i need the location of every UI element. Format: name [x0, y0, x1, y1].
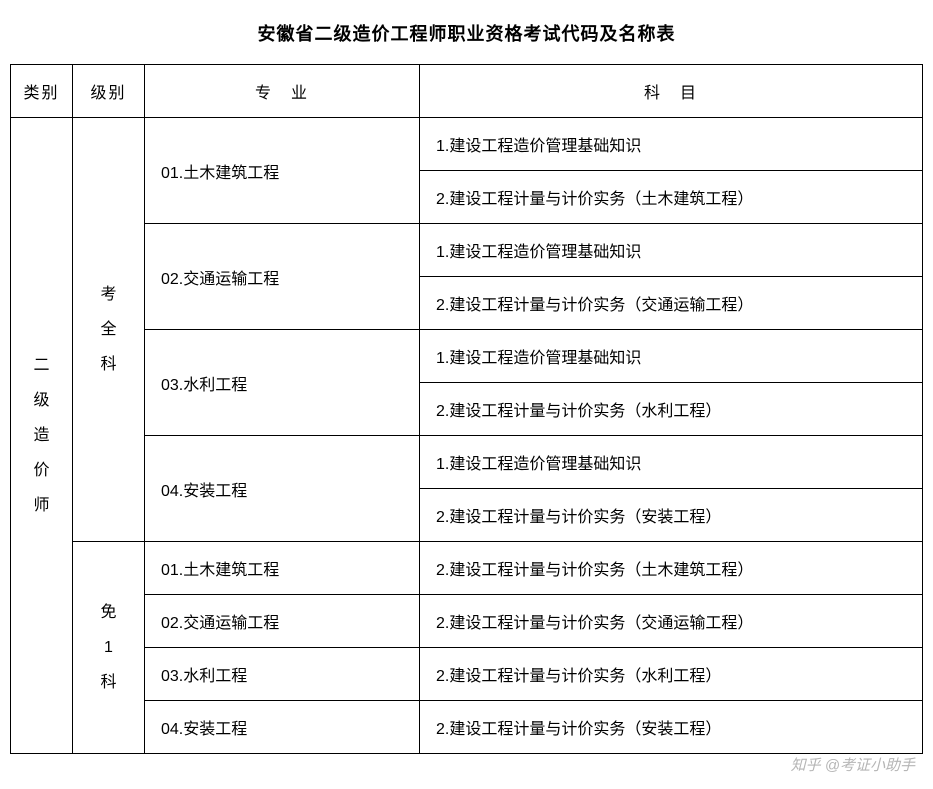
level-label: 免1科 [79, 595, 138, 701]
major-cell: 04.安装工程 [145, 701, 420, 754]
table-row: 03.水利工程 2.建设工程计量与计价实务（水利工程） [11, 648, 923, 701]
category-cell: 二级造价师 [11, 118, 73, 754]
header-subject: 科 目 [420, 65, 923, 118]
table-row: 04.安装工程 2.建设工程计量与计价实务（安装工程） [11, 701, 923, 754]
major-cell: 01.土木建筑工程 [145, 118, 420, 224]
table-row: 04.安装工程 1.建设工程造价管理基础知识 [11, 436, 923, 489]
table-header-row: 类别 级别 专 业 科 目 [11, 65, 923, 118]
major-cell: 03.水利工程 [145, 330, 420, 436]
watermark-text: 知乎 @考证小助手 [791, 754, 915, 775]
subject-cell: 1.建设工程造价管理基础知识 [420, 224, 923, 277]
level-cell: 考全科 [73, 118, 145, 542]
category-label: 二级造价师 [17, 348, 66, 524]
major-cell: 01.土木建筑工程 [145, 542, 420, 595]
table-row: 二级造价师 考全科 01.土木建筑工程 1.建设工程造价管理基础知识 [11, 118, 923, 171]
table-row: 02.交通运输工程 1.建设工程造价管理基础知识 [11, 224, 923, 277]
subject-cell: 2.建设工程计量与计价实务（土木建筑工程） [420, 171, 923, 224]
page-title: 安徽省二级造价工程师职业资格考试代码及名称表 [10, 20, 923, 46]
table-row: 免1科 01.土木建筑工程 2.建设工程计量与计价实务（土木建筑工程） [11, 542, 923, 595]
subject-cell: 2.建设工程计量与计价实务（土木建筑工程） [420, 542, 923, 595]
subject-cell: 2.建设工程计量与计价实务（安装工程） [420, 489, 923, 542]
table-row: 02.交通运输工程 2.建设工程计量与计价实务（交通运输工程） [11, 595, 923, 648]
subject-cell: 1.建设工程造价管理基础知识 [420, 118, 923, 171]
subject-cell: 1.建设工程造价管理基础知识 [420, 436, 923, 489]
exam-code-table: 类别 级别 专 业 科 目 二级造价师 考全科 01.土木建筑工程 1.建设工程… [10, 64, 923, 754]
subject-cell: 2.建设工程计量与计价实务（安装工程） [420, 701, 923, 754]
table-row: 03.水利工程 1.建设工程造价管理基础知识 [11, 330, 923, 383]
subject-cell: 2.建设工程计量与计价实务（水利工程） [420, 648, 923, 701]
subject-cell: 2.建设工程计量与计价实务（水利工程） [420, 383, 923, 436]
major-cell: 03.水利工程 [145, 648, 420, 701]
subject-cell: 1.建设工程造价管理基础知识 [420, 330, 923, 383]
major-cell: 02.交通运输工程 [145, 224, 420, 330]
header-level: 级别 [73, 65, 145, 118]
major-cell: 04.安装工程 [145, 436, 420, 542]
subject-cell: 2.建设工程计量与计价实务（交通运输工程） [420, 277, 923, 330]
level-cell: 免1科 [73, 542, 145, 754]
header-major: 专 业 [145, 65, 420, 118]
header-category: 类别 [11, 65, 73, 118]
level-label: 考全科 [79, 277, 138, 383]
major-cell: 02.交通运输工程 [145, 595, 420, 648]
subject-cell: 2.建设工程计量与计价实务（交通运输工程） [420, 595, 923, 648]
